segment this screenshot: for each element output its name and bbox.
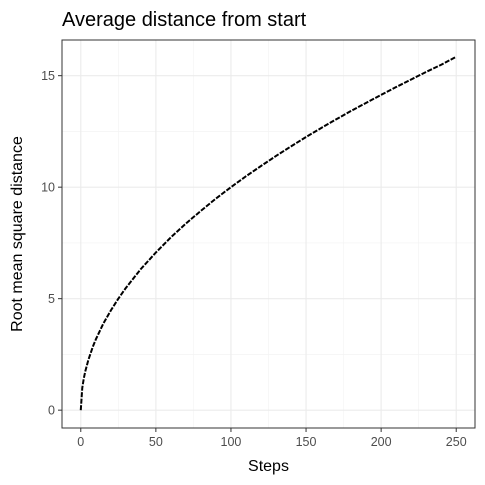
minor-gridlines	[62, 40, 475, 428]
x-tick-label: 100	[221, 435, 242, 449]
y-tick-label: 0	[48, 404, 55, 418]
plot-panel-border	[61, 39, 476, 429]
x-tick-label: 200	[371, 435, 392, 449]
x-axis: 0 50 100 150 200 250	[77, 428, 467, 449]
x-tick-label: 150	[296, 435, 317, 449]
y-tick-label: 5	[48, 292, 55, 306]
x-axis-title: Steps	[248, 458, 289, 475]
y-axis: 0 5 10 15	[41, 69, 62, 418]
major-gridlines	[62, 40, 475, 428]
y-tick-label: 10	[41, 181, 55, 195]
chart-title: Average distance from start	[62, 9, 307, 31]
series-line-0	[79, 55, 457, 411]
x-tick-label: 250	[446, 435, 467, 449]
x-tick-label: 0	[77, 435, 84, 449]
y-axis-title: Root mean square distance	[9, 136, 26, 332]
y-tick-label: 15	[41, 69, 55, 83]
series-layer	[79, 55, 457, 411]
x-tick-label: 50	[149, 435, 163, 449]
